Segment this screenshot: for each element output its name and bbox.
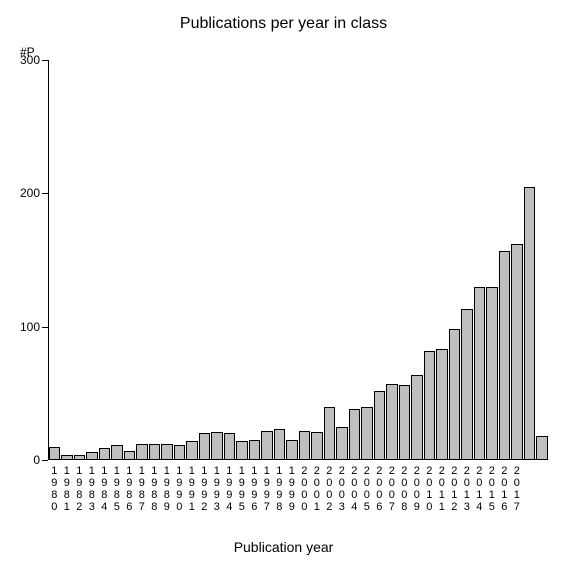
bar <box>49 447 61 460</box>
bar <box>524 187 536 460</box>
bar <box>349 409 361 460</box>
bar <box>424 351 436 460</box>
x-tick-label: 2011 <box>436 465 449 513</box>
bar <box>236 441 248 460</box>
bar <box>411 375 423 460</box>
x-tick-label: 2007 <box>386 465 399 513</box>
x-tick-label: 2009 <box>411 465 424 513</box>
x-tick-label: 2005 <box>361 465 374 513</box>
plot-area: 0100200300 <box>48 60 548 460</box>
bar <box>111 445 123 460</box>
bar <box>361 407 373 460</box>
x-tick-label: 1994 <box>223 465 236 513</box>
bar <box>124 451 136 460</box>
y-tick-label: 100 <box>20 320 40 334</box>
x-tick-label: 1995 <box>236 465 249 513</box>
bar <box>174 445 186 460</box>
x-tick-label: 1981 <box>61 465 74 513</box>
x-tick-label: 1986 <box>123 465 136 513</box>
bar <box>261 431 273 460</box>
bar <box>499 251 511 460</box>
x-tick-label: 1984 <box>98 465 111 513</box>
x-tick-label: 1997 <box>261 465 274 513</box>
bar <box>161 444 173 460</box>
bar <box>86 452 98 460</box>
bar <box>224 433 236 460</box>
bar <box>386 384 398 460</box>
x-tick-label: 2012 <box>448 465 461 513</box>
chart-container: Publications per year in class #P 010020… <box>0 0 567 567</box>
x-tick-label: 2003 <box>336 465 349 513</box>
bar <box>286 440 298 460</box>
bar <box>99 448 111 460</box>
x-tick-label: 1989 <box>161 465 174 513</box>
bar <box>136 444 148 460</box>
bar <box>374 391 386 460</box>
x-tick-label: 2010 <box>423 465 436 513</box>
x-tick-label: 1991 <box>186 465 199 513</box>
x-tick-label: 2002 <box>323 465 336 513</box>
bar <box>274 429 286 460</box>
x-tick-label: 2013 <box>461 465 474 513</box>
x-tick-label: 1985 <box>111 465 124 513</box>
x-tick-label: 1980 <box>48 465 61 513</box>
x-tick-label: 1987 <box>136 465 149 513</box>
chart-title: Publications per year in class <box>0 15 567 33</box>
x-tick-label: 1982 <box>73 465 86 513</box>
y-tick-label: 200 <box>20 186 40 200</box>
x-tick-label: 1992 <box>198 465 211 513</box>
x-tick-label: 1988 <box>148 465 161 513</box>
x-tick-label: 2008 <box>398 465 411 513</box>
x-tick-label: 1983 <box>86 465 99 513</box>
bar <box>199 433 211 460</box>
x-tick-label: 2015 <box>486 465 499 513</box>
bar <box>474 287 486 460</box>
bar <box>399 385 411 460</box>
bar <box>211 432 223 460</box>
bar <box>299 431 311 460</box>
y-tick-label: 300 <box>20 53 40 67</box>
bar <box>536 436 548 460</box>
x-axis-label: Publication year <box>0 539 567 555</box>
bar <box>149 444 161 460</box>
bar <box>511 244 523 460</box>
x-tick-label: 1993 <box>211 465 224 513</box>
bar <box>324 407 336 460</box>
x-tick-label: 1999 <box>286 465 299 513</box>
x-tick-label: 1996 <box>248 465 261 513</box>
x-tick-label: 2000 <box>298 465 311 513</box>
bar <box>336 427 348 460</box>
bar <box>311 432 323 460</box>
bar <box>186 441 198 460</box>
bar <box>436 349 448 460</box>
x-tick-label: 1998 <box>273 465 286 513</box>
x-tick-label: 2001 <box>311 465 324 513</box>
x-tick-label: 1990 <box>173 465 186 513</box>
bar <box>449 329 461 460</box>
x-tick-label: 2016 <box>498 465 511 513</box>
bar <box>249 440 261 460</box>
x-tick-label: 2006 <box>373 465 386 513</box>
x-tick-label: 2014 <box>473 465 486 513</box>
bar <box>486 287 498 460</box>
x-tick-label: 2017 <box>511 465 524 513</box>
y-tick <box>42 460 48 461</box>
bar <box>74 455 86 460</box>
bar <box>61 455 73 460</box>
bar <box>461 309 473 460</box>
bars-group <box>48 60 548 460</box>
x-tick-label: 2004 <box>348 465 361 513</box>
y-tick-label: 0 <box>33 453 40 467</box>
